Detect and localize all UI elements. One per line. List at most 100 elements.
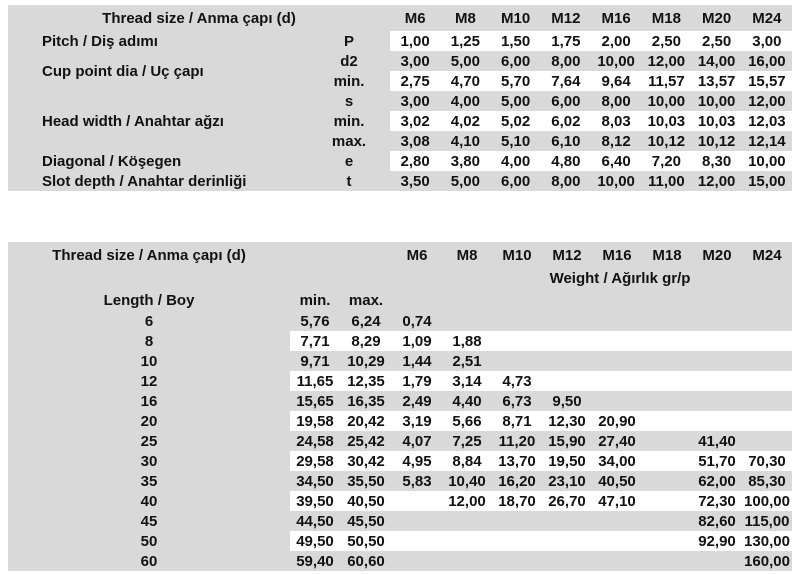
- row-param: P: [343, 32, 354, 50]
- col-header-m16: M16: [601, 9, 631, 27]
- weight-m18: [642, 391, 692, 411]
- min-value: 39,50: [290, 491, 340, 511]
- col-header-m8: M8: [456, 246, 478, 264]
- col-header-m10: M10: [502, 246, 532, 264]
- weight-m10: 13,70: [492, 451, 542, 471]
- row-param: max.: [331, 132, 367, 150]
- weight-m12: [542, 511, 592, 531]
- spacer-cell: [692, 289, 742, 311]
- weight-m10: 4,73: [492, 371, 542, 391]
- weight-m16: 47,10: [592, 491, 642, 511]
- length-value: 10: [140, 352, 158, 370]
- weight-m12: 9,50: [552, 392, 582, 410]
- weight-m18: [642, 471, 692, 491]
- weight-m6: 0,74: [402, 312, 432, 330]
- cell-m18: 12,00: [647, 52, 686, 70]
- length-value: 60: [140, 552, 158, 570]
- weight-m20: 62,00: [698, 472, 736, 490]
- max-value: 12,35: [340, 371, 392, 391]
- weight-m20: 51,70: [692, 451, 742, 471]
- weight-m20: 82,60: [698, 512, 736, 530]
- length-value: 6: [144, 312, 154, 330]
- weight-m20: [692, 411, 742, 431]
- cell-m24: 12,03: [741, 111, 792, 131]
- weight-m24: [742, 331, 792, 351]
- cell-m18: 10,03: [641, 111, 692, 131]
- min-value: 29,58: [290, 451, 340, 471]
- spacer-cell: [642, 289, 692, 311]
- max-value: 30,42: [340, 451, 392, 471]
- weight-m16: [592, 511, 642, 531]
- weight-m20: [692, 311, 742, 331]
- cell-m8: 1,25: [440, 31, 491, 51]
- length-weight-table: Thread size / Anma çapı (d) M6 M8 M10 M12 M16…: [8, 242, 792, 571]
- cell-m18: 11,00: [648, 172, 685, 190]
- weight-m8: [442, 511, 492, 531]
- table-row: max. 3,08 4,10 5,10 6,10 8,12 10,12 10,12 12,14: [8, 131, 792, 151]
- col-header-m18: M18: [652, 246, 682, 264]
- cell-m6: 3,00: [400, 52, 430, 70]
- weight-m6: [392, 511, 442, 531]
- cell-m20: 12,00: [697, 172, 736, 190]
- weight-m12: 12,30: [542, 411, 592, 431]
- weight-m12: 23,10: [548, 472, 586, 490]
- dimensions-header-row: Thread size / Anma çapı (d) M6 M8 M10 M12 M16…: [8, 5, 792, 31]
- weight-m6: 4,07: [402, 432, 432, 450]
- cell-m16: 8,12: [601, 132, 631, 150]
- weight-m18: [642, 351, 692, 371]
- weight-m16: 40,50: [598, 472, 636, 490]
- weight-m12: [542, 311, 592, 331]
- weight-m18: [642, 531, 692, 551]
- cell-m24: 3,00: [741, 31, 792, 51]
- weight-m24: 100,00: [742, 491, 792, 511]
- row-label: Slot depth / Anahtar derinliği: [42, 172, 247, 190]
- cell-m16: 8,03: [591, 111, 642, 131]
- table-row: min. 3,02 4,02 5,02 6,02 8,03 10,03 10,03 12,03: [8, 111, 792, 131]
- col-header-m18: M18: [651, 9, 681, 27]
- length-value: 40: [140, 492, 158, 510]
- row-label: Cup point dia / Uç çapı: [42, 62, 204, 80]
- weight-m24: 115,00: [744, 512, 790, 530]
- min-value: 59,40: [296, 552, 334, 570]
- spacer-cell: [392, 289, 442, 311]
- weight-m10: [492, 531, 542, 551]
- weight-m18: [642, 311, 692, 331]
- weight-m8: 12,00: [442, 491, 492, 511]
- cell-m16: 10,00: [597, 52, 635, 70]
- weight-m24: 130,00: [742, 531, 792, 551]
- table-row: 8 7,71 8,29 1,09 1,88: [8, 331, 792, 351]
- weight-m20: [692, 551, 742, 571]
- cell-m6: 2,80: [390, 151, 441, 171]
- weight-m6: 1,44: [402, 352, 432, 370]
- spacer-cell: [290, 242, 340, 268]
- max-value: 60,60: [347, 552, 385, 570]
- cell-m18: 2,50: [641, 31, 692, 51]
- max-value: 6,24: [351, 312, 381, 330]
- weight-m8: 10,40: [448, 472, 486, 490]
- cell-m12: 1,75: [540, 31, 591, 51]
- weight-m18: [642, 411, 692, 431]
- length-value: 30: [140, 452, 158, 470]
- weight-m10: [492, 331, 542, 351]
- dimensions-table-title: Thread size / Anma çapı (d): [102, 9, 296, 27]
- cell-m6: 2,75: [390, 71, 441, 91]
- weight-m10: 8,71: [492, 411, 542, 431]
- weight-m6: 1,79: [392, 371, 442, 391]
- cell-m8: 4,70: [440, 71, 491, 91]
- row-param: e: [344, 152, 354, 170]
- weight-m6: [392, 491, 442, 511]
- cell-m12: 8,00: [551, 172, 581, 190]
- weight-m12: 15,90: [548, 432, 586, 450]
- table-row: min. 2,75 4,70 5,70 7,64 9,64 11,57 13,57 15,57: [8, 71, 792, 91]
- weight-m20: 41,40: [698, 432, 736, 450]
- weight-m10: 11,20: [498, 432, 536, 450]
- weight-m10: 6,73: [502, 392, 532, 410]
- cell-m12: 6,00: [551, 92, 581, 110]
- table-row: Diagonal / Köşegen e 2,80 3,80 4,00 4,80 6,40 7…: [8, 151, 792, 171]
- row-param: s: [344, 92, 354, 110]
- cell-m10: 5,00: [501, 92, 531, 110]
- cell-m10: 4,00: [490, 151, 541, 171]
- table-row: 20 19,58 20,42 3,19 5,66 8,71 12,30 20,90: [8, 411, 792, 431]
- weight-m18: [642, 371, 692, 391]
- row-param: d2: [340, 52, 358, 70]
